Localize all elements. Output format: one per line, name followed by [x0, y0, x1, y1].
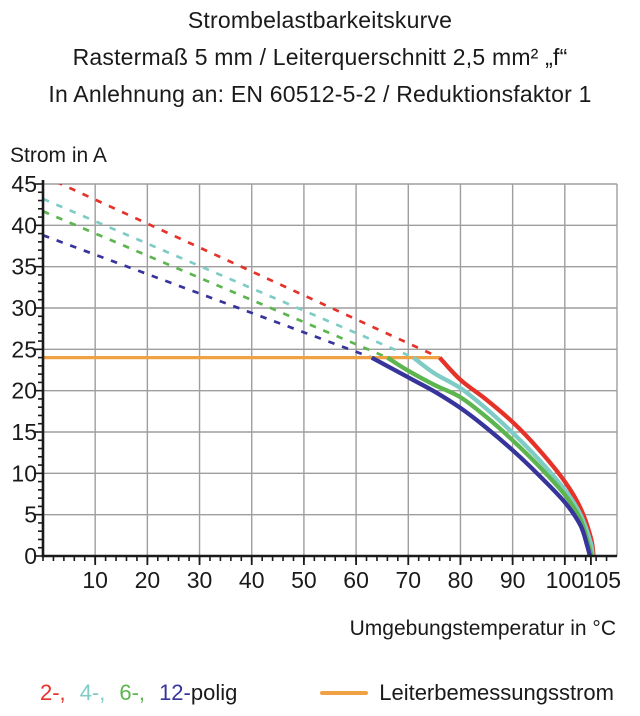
y-tick-label-30: 30 [11, 295, 37, 321]
curves [43, 184, 596, 556]
solid-curve-4-polig [412, 355, 595, 556]
y-axis-label: Strom in A [10, 144, 107, 167]
solid-curve-12-polig [370, 355, 592, 556]
legend-pole-counts: 2-, 4-, 6-, 12- polig [40, 680, 237, 706]
dashed-curve-2-polig [57, 184, 441, 359]
legend-rated-current: Leiterbemessungsstrom [320, 680, 614, 706]
x-tick-label-80: 80 [448, 567, 474, 593]
axes [34, 180, 617, 565]
solid-curve-6-polig [386, 355, 594, 556]
rated-current-line-swatch [320, 691, 369, 695]
legend-4-polig: 4-, [79, 680, 106, 705]
legend-12-polig: 12- [159, 680, 191, 705]
x-tick-label-50: 50 [291, 567, 317, 593]
title-line-2: Rastermaß 5 mm / Leiterquerschnitt 2,5 m… [72, 44, 568, 70]
legend-2-polig: 2-, [40, 680, 66, 705]
x-tick-label-10: 10 [82, 567, 108, 593]
dashed-curve-4-polig [43, 197, 415, 359]
legend-6-polig: 6-, [119, 680, 146, 705]
x-tick-label-100: 100 [546, 567, 584, 593]
y-tick-label-40: 40 [11, 212, 37, 238]
dashed-curve-6-polig [43, 210, 388, 359]
x-tick-label-40: 40 [239, 567, 265, 593]
dashed-curve-12-polig [43, 233, 373, 359]
gridlines [43, 183, 618, 556]
x-tick-label-90: 90 [500, 567, 526, 593]
y-tick-label-45: 45 [11, 171, 37, 197]
y-tick-label-35: 35 [11, 254, 37, 280]
y-tick-label-10: 10 [11, 460, 37, 486]
legend-polig-suffix: polig [190, 680, 238, 705]
x-tick-label-60: 60 [343, 567, 369, 593]
x-tick-label-30: 30 [187, 567, 213, 593]
y-tick-label-5: 5 [24, 502, 37, 528]
y-tick-label-0: 0 [24, 543, 37, 569]
x-tick-label-70: 70 [395, 567, 421, 593]
title-line-1: Strombelastbarkeitskurve [187, 7, 453, 33]
title-line-3: In Anlehnung an: EN 60512-5-2 / Reduktio… [48, 81, 592, 107]
chart-title-block: Strombelastbarkeitskurve Rastermaß 5 mm … [0, 2, 640, 113]
tick-labels: 0 5 10 15 20 25 30 35 40 45 10 20 30 40 50 60 70 80 90 1001… [11, 171, 621, 593]
legend: 2-, 4-, 6-, 12- polig Leiterbemessungsst… [0, 676, 640, 710]
y-tick-label-15: 15 [11, 419, 37, 445]
x-tick-label-105: 105 [583, 567, 621, 593]
rated-current-label: Leiterbemessungsstrom [379, 680, 614, 705]
y-tick-label-25: 25 [11, 336, 37, 362]
y-tick-label-20: 20 [11, 378, 37, 404]
derating-curve-chart: Strom in A 0 5 10 15 20 25 30 35 40 45 10 20 30 40 50 6… [10, 144, 621, 640]
x-tick-label-20: 20 [135, 567, 161, 593]
x-axis-label: Umgebungstemperatur in °C [350, 617, 616, 640]
